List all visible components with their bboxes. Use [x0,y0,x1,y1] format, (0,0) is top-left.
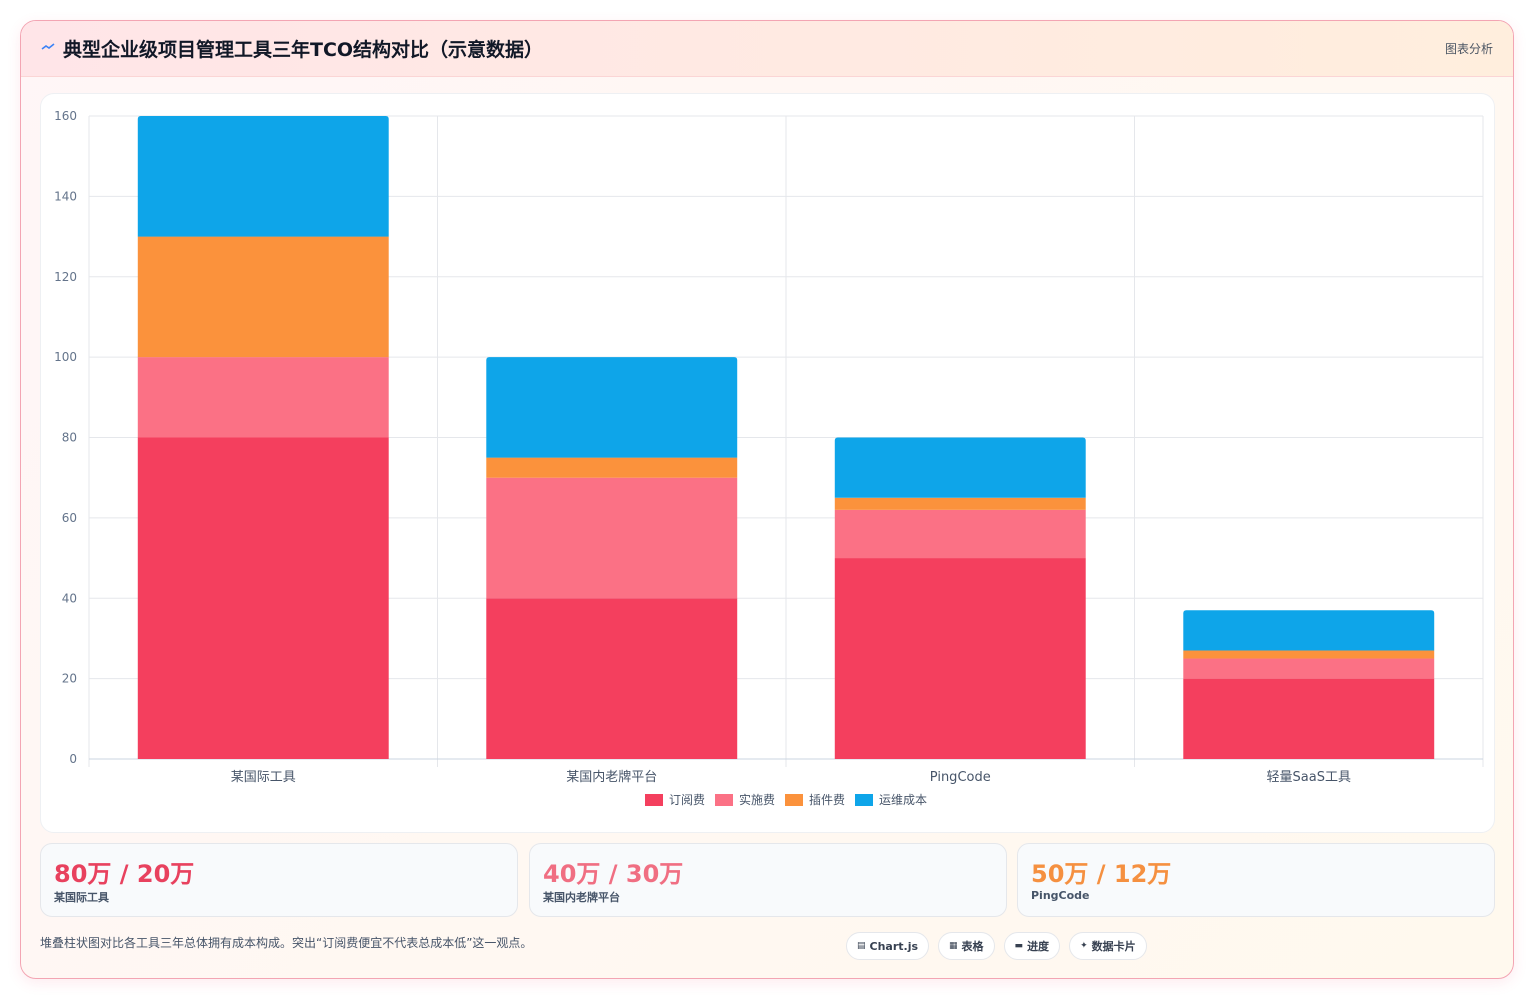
progress-icon: ▬ [1014,941,1024,951]
chart-line-icon [41,43,55,50]
stat-label: 某国际工具 [54,891,109,904]
y-tick-label: 0 [69,752,77,766]
bar-segment [1183,650,1435,659]
stat-value: 40万 / 30万 [543,860,684,888]
pill-table[interactable]: ▦ 表格 [938,932,995,960]
stat-value: 50万 / 12万 [1031,860,1172,888]
chart-card: 0 20 40 60 80 100 120 140 160 某国际工具 某国内老牌平台 PingCod… [40,93,1495,833]
pill-chartjs[interactable]: ▤ Chart.js [846,932,930,960]
pill-label: Chart.js [869,939,919,953]
stat-label: 某国内老牌平台 [543,891,620,904]
pill-data-cards[interactable]: ✦ 数据卡片 [1069,932,1147,960]
pill-label: 表格 [961,940,984,953]
y-tick-label: 80 [62,431,77,445]
stat-label: PingCode [1031,889,1090,902]
sparkle-icon: ✦ [1080,941,1088,951]
bar-segment [1183,678,1435,759]
bar-segment [834,437,1086,498]
legend-swatch [855,794,873,806]
bar-segment [486,457,738,478]
stacked-bar-chart: 0 20 40 60 80 100 120 140 160 某国际工具 某国内老牌平台 PingCod… [54,109,1484,807]
legend-swatch [715,794,733,806]
table-icon: ▦ [949,941,958,951]
legend-label: 运维成本 [879,793,927,807]
bar-segment [1183,610,1435,651]
page-title: 典型企业级项目管理工具三年TCO结构对比（示意数据） [63,39,544,61]
bar-segment [486,477,738,599]
bar-segment [137,236,389,358]
bar-segment [486,598,738,759]
pill-progress[interactable]: ▬ 进度 [1003,932,1061,960]
header: 典型企业级项目管理工具三年TCO结构对比（示意数据） 图表分析 [21,21,1513,77]
stat-card-pingcode: 50万 / 12万 PingCode [1017,843,1495,917]
pill-label: 进度 [1027,940,1050,953]
legend-swatch [785,794,803,806]
legend-label: 订阅费 [669,793,705,807]
stat-card-intl: 80万 / 20万 某国际工具 [40,843,518,917]
legend-label: 插件费 [809,793,845,807]
y-tick-label: 140 [54,189,77,203]
y-tick-label: 20 [62,672,77,686]
pill-label: 数据卡片 [1091,940,1136,953]
bar-segment [1183,658,1435,679]
bar-segment [486,357,738,458]
y-tick-label: 120 [54,270,77,284]
footnote: 堆叠柱状图对比各工具三年总体拥有成本构成。突出“订阅费便宜不代表总成本低”这一观… [40,936,533,950]
x-tick-label: 某国际工具 [231,770,296,785]
y-tick-label: 100 [54,350,77,364]
x-tick-label: PingCode [930,770,991,785]
header-tag[interactable]: 图表分析 [1444,42,1493,56]
chart-window: 典型企业级项目管理工具三年TCO结构对比（示意数据） 图表分析 0 20 40 60 8… [20,20,1514,979]
bar-segment [137,437,389,759]
x-tick-label: 轻量SaaS工具 [1267,770,1351,785]
y-tick-label: 160 [54,109,77,123]
bar-segment [137,357,389,438]
bar-segment [137,116,389,237]
legend-label: 实施费 [739,792,775,807]
stat-value: 80万 / 20万 [54,860,195,888]
x-tick-label: 某国内老牌平台 [566,769,657,785]
y-tick-label: 60 [62,511,77,525]
legend-swatch [645,794,663,806]
y-tick-label: 40 [62,591,77,605]
tag-pills: ▤ Chart.js ▦ 表格 ▬ 进度 ✦ 数据卡片 [846,932,1147,960]
bar-segment [834,558,1086,759]
stat-card-domestic: 40万 / 30万 某国内老牌平台 [529,843,1007,917]
chart-icon: ▤ [857,941,866,951]
bar-segment [834,497,1086,510]
bar-segment [834,509,1086,559]
